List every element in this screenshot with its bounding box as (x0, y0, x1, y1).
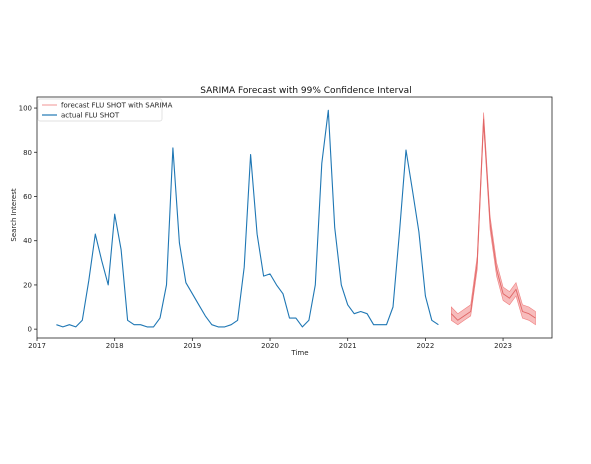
chart-title: SARIMA Forecast with 99% Confidence Inte… (200, 86, 411, 96)
x-tick-label: 2023 (494, 342, 512, 350)
y-tick-label: 20 (23, 281, 32, 289)
y-tick-label: 0 (28, 326, 32, 334)
plot-area (36, 96, 553, 339)
confidence-band (450, 112, 536, 326)
legend: forecast FLU SHOT with SARIMA actual FLU… (37, 98, 173, 122)
x-tick-label: 2020 (261, 342, 279, 350)
x-axis-ticks: 2017 2018 2019 2020 2021 2022 2023 (28, 338, 512, 350)
confidence-band-layer (450, 112, 536, 326)
series-line-layer (56, 109, 536, 328)
x-tick-label: 2017 (28, 342, 46, 350)
x-tick-label: 2019 (183, 342, 201, 350)
actual-series-line (56, 109, 439, 328)
x-tick-label: 2018 (106, 342, 124, 350)
x-axis-label: Time (290, 349, 308, 357)
legend-entry-forecast: forecast FLU SHOT with SARIMA (61, 102, 173, 110)
y-tick-label: 100 (19, 105, 32, 113)
plot-frame (36, 96, 553, 339)
legend-entry-actual: actual FLU SHOT (61, 112, 120, 120)
legend-box (37, 98, 163, 122)
x-tick-label: 2021 (339, 342, 357, 350)
forecast-series-line (450, 118, 536, 321)
x-tick-label: 2022 (416, 342, 434, 350)
y-tick-label: 40 (23, 237, 32, 245)
y-tick-label: 80 (23, 149, 32, 157)
y-axis-label: Search Interest (10, 188, 18, 242)
y-axis-ticks: 0 20 40 60 80 100 (19, 105, 37, 334)
y-tick-label: 60 (23, 193, 32, 201)
